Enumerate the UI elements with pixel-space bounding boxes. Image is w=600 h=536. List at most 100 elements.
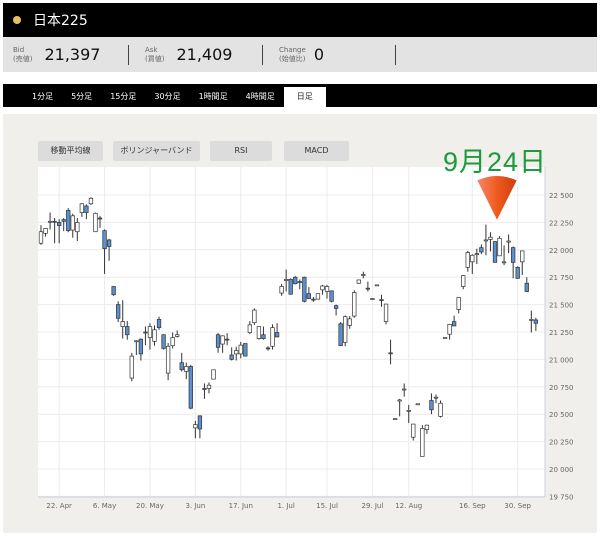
candle-body [152, 329, 157, 342]
candle-body [324, 286, 330, 292]
tab-30min[interactable]: 30分足 [154, 92, 181, 101]
marker-cone-icon [474, 174, 520, 224]
candle-body [483, 239, 489, 242]
candle-body [265, 347, 271, 350]
candle-body [47, 220, 53, 223]
candle-body [356, 279, 361, 284]
candle [238, 341, 243, 359]
candle [274, 323, 280, 338]
x-tick-label: 1. Jul [277, 502, 294, 510]
candle [229, 347, 234, 361]
candle [392, 418, 398, 420]
candle [524, 277, 529, 292]
candle-body [247, 324, 252, 333]
candle-body [93, 212, 98, 233]
x-tick-label: 6. May [93, 502, 116, 510]
bollinger-bands-button[interactable]: ボリンジャーバンド [113, 141, 200, 161]
candle-body [129, 355, 134, 379]
candle-body [465, 252, 470, 268]
candle-body [66, 209, 71, 231]
candle [106, 238, 112, 261]
candle [533, 317, 539, 331]
candle-body [524, 282, 529, 292]
candle-body [529, 319, 534, 321]
tab-1hour[interactable]: 1時間足 [198, 92, 228, 101]
candle [84, 204, 89, 220]
divider [262, 44, 263, 65]
candle-body [406, 410, 411, 412]
candle-body [415, 403, 420, 406]
candle [429, 393, 434, 415]
candle [306, 287, 312, 300]
candle [88, 197, 94, 205]
candle-body [497, 237, 502, 257]
candle-body [175, 334, 180, 337]
divider [395, 44, 396, 65]
tab-5min[interactable]: 5分足 [71, 92, 93, 101]
macd-button[interactable]: MACD [284, 141, 349, 161]
candle [197, 415, 203, 439]
candle-body [479, 247, 484, 253]
candle [370, 298, 375, 300]
candle [447, 323, 452, 340]
candle [361, 271, 366, 279]
candle [224, 333, 230, 346]
candle [234, 346, 239, 361]
candle [343, 315, 348, 347]
candle [352, 290, 357, 318]
candle-body [106, 239, 112, 247]
candle-body [424, 424, 430, 430]
candle-body [202, 388, 207, 390]
candle [506, 234, 511, 254]
candle [206, 382, 212, 394]
candle [57, 219, 62, 244]
tab-1min[interactable]: 1分足 [32, 92, 54, 101]
candle [311, 296, 316, 302]
candle [279, 283, 284, 296]
tab-15min[interactable]: 15分足 [110, 92, 137, 101]
candle [243, 343, 248, 357]
candle-body [338, 323, 343, 347]
x-tick-label: 15. Jul [316, 502, 338, 510]
candle-body [420, 428, 425, 457]
candle [247, 321, 252, 335]
candle-body [215, 334, 221, 348]
candle-body [442, 337, 448, 339]
candle-body [220, 335, 225, 345]
moving-average-button[interactable]: 移動平均線 [38, 141, 103, 161]
rsi-button[interactable]: RSI [210, 141, 272, 161]
candle-body [520, 250, 525, 263]
candle [111, 285, 116, 296]
candle-body [315, 293, 321, 300]
y-tick-label: 20 500 [549, 411, 574, 419]
candle-body [184, 366, 189, 372]
candle [515, 266, 520, 279]
tab-4hour[interactable]: 4時間足 [245, 92, 275, 101]
candle-body [511, 247, 516, 263]
ask-sublabel: (買値) [145, 54, 165, 63]
candle [147, 323, 153, 350]
candle [438, 400, 443, 418]
candle-body [193, 424, 198, 429]
candle-body [156, 319, 162, 328]
candle-body [456, 297, 461, 310]
candle [202, 383, 207, 399]
candle-body [501, 261, 507, 264]
y-tick-label: 21 000 [549, 356, 574, 364]
candle-body [161, 334, 166, 349]
candle-body [111, 286, 116, 296]
candle [43, 228, 48, 237]
candle-body [238, 344, 243, 355]
candlestick-chart: 22 500 22 250 22 000 21 750 21 500 21 250 21 0… [38, 167, 574, 510]
candle [420, 425, 425, 457]
bid-sublabel: (売値) [13, 54, 33, 63]
candle [93, 212, 98, 233]
candle-body [143, 331, 148, 334]
candle-body [302, 276, 307, 302]
candle [402, 383, 407, 397]
y-tick-label: 21 500 [549, 302, 574, 310]
candle [388, 339, 393, 365]
candle [374, 284, 380, 287]
ask-quote: Ask (買値) 21,409 [129, 37, 262, 72]
tab-daily[interactable]: 日足 [283, 87, 326, 107]
